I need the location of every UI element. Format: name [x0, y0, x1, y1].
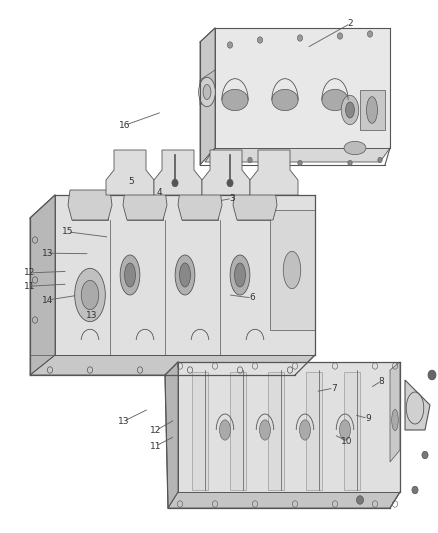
- Polygon shape: [344, 372, 360, 490]
- Polygon shape: [178, 362, 400, 492]
- Ellipse shape: [222, 90, 248, 111]
- Ellipse shape: [346, 102, 354, 118]
- Polygon shape: [360, 90, 385, 130]
- Text: 8: 8: [378, 377, 384, 385]
- Text: 13: 13: [42, 249, 53, 257]
- Polygon shape: [306, 372, 322, 490]
- Polygon shape: [182, 200, 218, 220]
- Ellipse shape: [392, 409, 398, 431]
- Circle shape: [227, 42, 233, 48]
- Text: 11: 11: [24, 282, 35, 290]
- Text: 10: 10: [341, 437, 353, 446]
- Polygon shape: [178, 190, 222, 220]
- Circle shape: [227, 179, 233, 187]
- Circle shape: [357, 496, 364, 504]
- Polygon shape: [127, 200, 163, 220]
- Polygon shape: [200, 28, 215, 165]
- Circle shape: [422, 451, 428, 459]
- Circle shape: [367, 31, 373, 37]
- Ellipse shape: [272, 90, 298, 111]
- Circle shape: [297, 35, 303, 41]
- Polygon shape: [405, 380, 430, 430]
- Ellipse shape: [234, 263, 245, 287]
- Text: 7: 7: [331, 384, 337, 392]
- Polygon shape: [154, 150, 202, 195]
- Circle shape: [172, 179, 178, 187]
- Polygon shape: [250, 150, 298, 195]
- Circle shape: [378, 157, 382, 163]
- Polygon shape: [168, 492, 400, 508]
- Ellipse shape: [260, 420, 271, 440]
- Polygon shape: [390, 362, 400, 462]
- Polygon shape: [202, 150, 250, 195]
- Polygon shape: [237, 200, 273, 220]
- Text: 6: 6: [249, 294, 255, 302]
- Ellipse shape: [74, 268, 105, 321]
- Ellipse shape: [341, 95, 359, 125]
- Ellipse shape: [339, 420, 350, 440]
- Ellipse shape: [219, 420, 230, 440]
- Text: 13: 13: [86, 311, 98, 320]
- Polygon shape: [268, 372, 284, 490]
- Ellipse shape: [199, 77, 215, 107]
- Ellipse shape: [344, 141, 366, 155]
- Text: 14: 14: [42, 296, 53, 304]
- Text: 5: 5: [128, 177, 134, 185]
- Ellipse shape: [283, 252, 301, 289]
- Text: 9: 9: [365, 414, 371, 423]
- Polygon shape: [165, 362, 178, 508]
- Ellipse shape: [124, 263, 135, 287]
- Ellipse shape: [230, 255, 250, 295]
- Ellipse shape: [300, 420, 311, 440]
- Text: 4: 4: [157, 189, 162, 197]
- Circle shape: [412, 486, 418, 494]
- Polygon shape: [200, 70, 215, 105]
- Text: 12: 12: [24, 269, 35, 277]
- Polygon shape: [55, 195, 315, 355]
- Text: 13: 13: [118, 417, 130, 425]
- Polygon shape: [30, 355, 315, 375]
- Ellipse shape: [367, 96, 378, 123]
- Ellipse shape: [203, 85, 211, 100]
- Polygon shape: [123, 190, 167, 220]
- Ellipse shape: [322, 90, 348, 111]
- Circle shape: [248, 157, 252, 163]
- Text: 16: 16: [119, 121, 131, 130]
- Ellipse shape: [175, 255, 195, 295]
- Text: 12: 12: [150, 426, 161, 435]
- Text: 15: 15: [62, 228, 74, 236]
- Polygon shape: [230, 372, 246, 490]
- Circle shape: [218, 152, 222, 158]
- Polygon shape: [205, 148, 390, 162]
- Text: 2: 2: [348, 19, 353, 28]
- Polygon shape: [192, 372, 208, 490]
- Text: 11: 11: [150, 442, 161, 450]
- Ellipse shape: [120, 255, 140, 295]
- Polygon shape: [106, 150, 154, 195]
- Circle shape: [337, 33, 343, 39]
- Circle shape: [298, 160, 302, 166]
- Circle shape: [428, 370, 436, 380]
- Ellipse shape: [180, 263, 191, 287]
- Polygon shape: [233, 190, 277, 220]
- Polygon shape: [30, 195, 55, 375]
- Text: 3: 3: [229, 194, 235, 203]
- Circle shape: [348, 160, 352, 166]
- Polygon shape: [68, 190, 112, 220]
- Polygon shape: [270, 210, 315, 330]
- Ellipse shape: [81, 280, 99, 310]
- Polygon shape: [72, 200, 108, 220]
- Polygon shape: [215, 28, 390, 148]
- Circle shape: [258, 37, 263, 43]
